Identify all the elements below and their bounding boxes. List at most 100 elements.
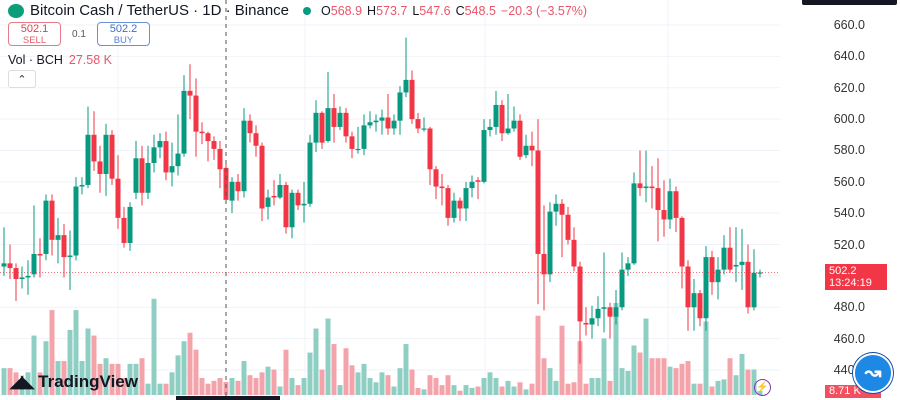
candle-body — [49, 200, 55, 240]
high-label: H — [367, 3, 377, 18]
candle-body — [325, 108, 331, 142]
candle-body — [679, 217, 685, 267]
candle-body — [19, 277, 25, 280]
candle-body — [289, 192, 295, 228]
candle-body — [343, 112, 349, 137]
candle-body — [247, 120, 253, 134]
candle-body — [349, 136, 355, 149]
candle-body — [85, 134, 91, 185]
candle-body — [457, 200, 463, 209]
buy-button[interactable]: 502.2 BUY — [97, 22, 150, 46]
open-label: O — [321, 3, 331, 18]
volume-bar — [241, 361, 247, 395]
candle-body — [337, 112, 343, 127]
price-axis-label: 600.0 — [833, 112, 865, 127]
volume-bar — [169, 372, 175, 395]
volume-bar — [343, 348, 349, 395]
sell-button[interactable]: 502.1 SELL — [8, 22, 61, 46]
volume-bar — [97, 363, 103, 395]
volume-bar — [145, 383, 151, 395]
volume-bars — [1, 298, 763, 395]
volume-bar — [259, 372, 265, 395]
candle-body — [691, 293, 697, 308]
price-axis-label: 620.0 — [833, 80, 865, 95]
volume-bar — [61, 361, 67, 395]
candle-body — [199, 131, 205, 134]
volume-bar — [649, 358, 655, 395]
volume-bar — [619, 368, 625, 395]
volume-bar — [733, 375, 739, 395]
candle-body — [277, 184, 283, 198]
candlestick-chart[interactable] — [0, 0, 780, 400]
volume-bar — [445, 375, 451, 395]
tradingview-logo[interactable]: ◢◣ TradingView — [10, 372, 138, 392]
volume-bar — [319, 369, 325, 395]
volume-bar — [247, 375, 253, 395]
volume-bar — [337, 385, 343, 395]
open-value: 568.9 — [330, 3, 363, 18]
candle-body — [67, 255, 73, 258]
time-scrollbar[interactable] — [176, 396, 280, 400]
volume-bar — [379, 372, 385, 395]
candle-body — [565, 214, 571, 240]
volume-label: Vol · BCH — [8, 53, 63, 67]
candle-body — [115, 178, 121, 218]
volume-bar — [235, 380, 241, 395]
volume-bar — [13, 372, 19, 395]
change-value: −20.3 (−3.57%) — [500, 3, 588, 18]
volume-bar — [643, 318, 649, 395]
volume-bar — [73, 310, 79, 395]
lightning-icon[interactable]: ⚡ — [754, 379, 771, 396]
candle-body — [493, 104, 499, 127]
candle-body — [463, 188, 469, 209]
volume-bar — [265, 366, 271, 395]
volume-bar — [193, 349, 199, 395]
volume-bar — [655, 358, 661, 395]
candle-body — [649, 186, 655, 189]
volume-bar — [739, 353, 745, 395]
candle-body — [595, 308, 601, 319]
volume-bar — [253, 378, 259, 395]
trend-badge-icon[interactable]: ↝ — [853, 353, 893, 393]
volume-bar — [331, 344, 337, 395]
high-value: 573.7 — [376, 3, 408, 18]
candle-body — [217, 148, 223, 170]
candle-body — [685, 266, 691, 308]
volume-bar — [43, 341, 49, 395]
volume-bar — [691, 383, 697, 395]
volume-bar — [295, 385, 301, 395]
volume-bar — [679, 363, 685, 395]
symbol-title[interactable]: Bitcoin Cash / TetherUS · 1D · Binance — [30, 2, 290, 19]
chevron-up-icon[interactable]: ⌃ — [8, 70, 36, 88]
buy-label: BUY — [113, 35, 134, 46]
volume-bar — [571, 382, 577, 395]
volume-bar — [289, 378, 295, 395]
candle-body — [529, 145, 535, 151]
price-axis-label: 540.0 — [833, 206, 865, 221]
candle-body — [43, 200, 49, 254]
price-axis-label: 460.0 — [833, 331, 865, 346]
candle-body — [205, 133, 211, 142]
volume-bar — [175, 355, 181, 395]
volume-bar — [391, 386, 397, 395]
candle-body — [403, 79, 409, 93]
candle-body — [739, 261, 745, 265]
volume-bar — [157, 383, 163, 395]
volume-bar — [139, 358, 145, 395]
volume-bar — [673, 368, 679, 395]
volume-bar — [355, 372, 361, 395]
candle-body — [7, 263, 13, 269]
spread-value: 0.1 — [72, 29, 86, 40]
candle-body — [541, 253, 547, 275]
candle-body — [385, 117, 391, 129]
candle-body — [1, 263, 7, 267]
volume-bar — [745, 369, 751, 395]
candle-body — [319, 112, 325, 143]
candle-body — [613, 307, 619, 317]
volume-bar — [535, 315, 541, 395]
brand-name: TradingView — [38, 372, 138, 391]
bar-countdown: 13:24:19 — [829, 277, 872, 289]
volume-bar — [421, 389, 427, 395]
volume-bar — [487, 372, 493, 395]
volume-bar — [55, 361, 61, 395]
